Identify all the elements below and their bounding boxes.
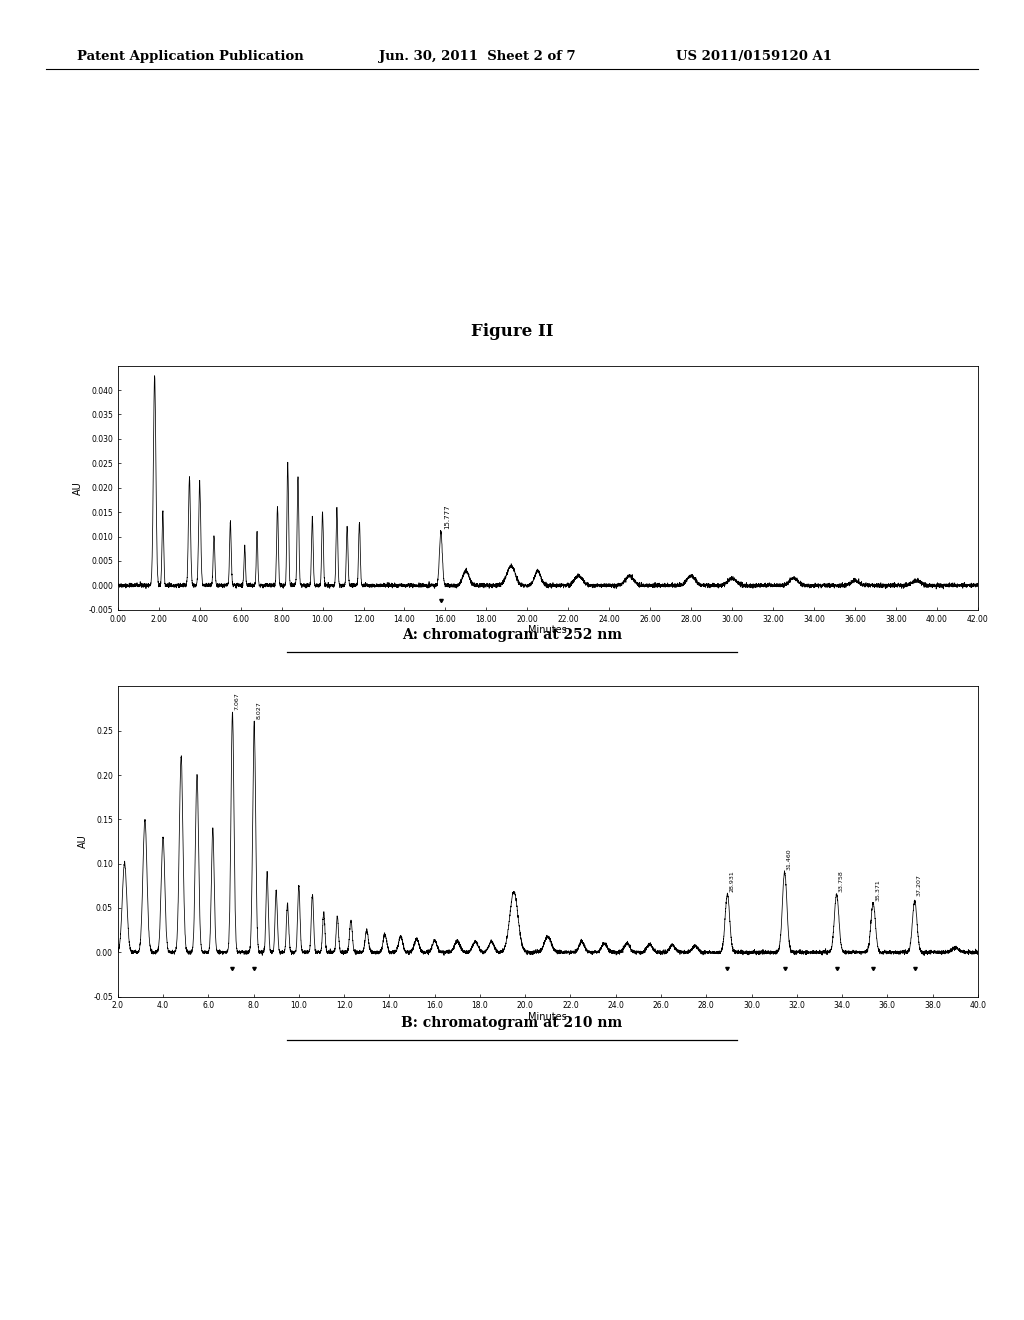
- Text: B: chromatogram at 210 nm: B: chromatogram at 210 nm: [401, 1016, 623, 1031]
- Text: Figure II: Figure II: [471, 323, 553, 341]
- Text: A: chromatogram at 252 nm: A: chromatogram at 252 nm: [402, 628, 622, 643]
- Text: 8.027: 8.027: [256, 701, 261, 719]
- Y-axis label: AU: AU: [73, 480, 83, 495]
- Text: 33.758: 33.758: [839, 870, 844, 892]
- Text: 37.207: 37.207: [916, 875, 922, 896]
- Text: 31.460: 31.460: [786, 849, 792, 870]
- X-axis label: Minutes: Minutes: [528, 1012, 567, 1022]
- Text: 28.931: 28.931: [730, 870, 734, 892]
- Text: Patent Application Publication: Patent Application Publication: [77, 50, 303, 63]
- Text: 35.371: 35.371: [876, 879, 881, 900]
- Text: 15.777: 15.777: [444, 504, 450, 529]
- Text: 7.067: 7.067: [234, 693, 240, 710]
- Text: US 2011/0159120 A1: US 2011/0159120 A1: [676, 50, 831, 63]
- X-axis label: Minutes: Minutes: [528, 626, 567, 635]
- Y-axis label: AU: AU: [78, 834, 88, 849]
- Text: Jun. 30, 2011  Sheet 2 of 7: Jun. 30, 2011 Sheet 2 of 7: [379, 50, 575, 63]
